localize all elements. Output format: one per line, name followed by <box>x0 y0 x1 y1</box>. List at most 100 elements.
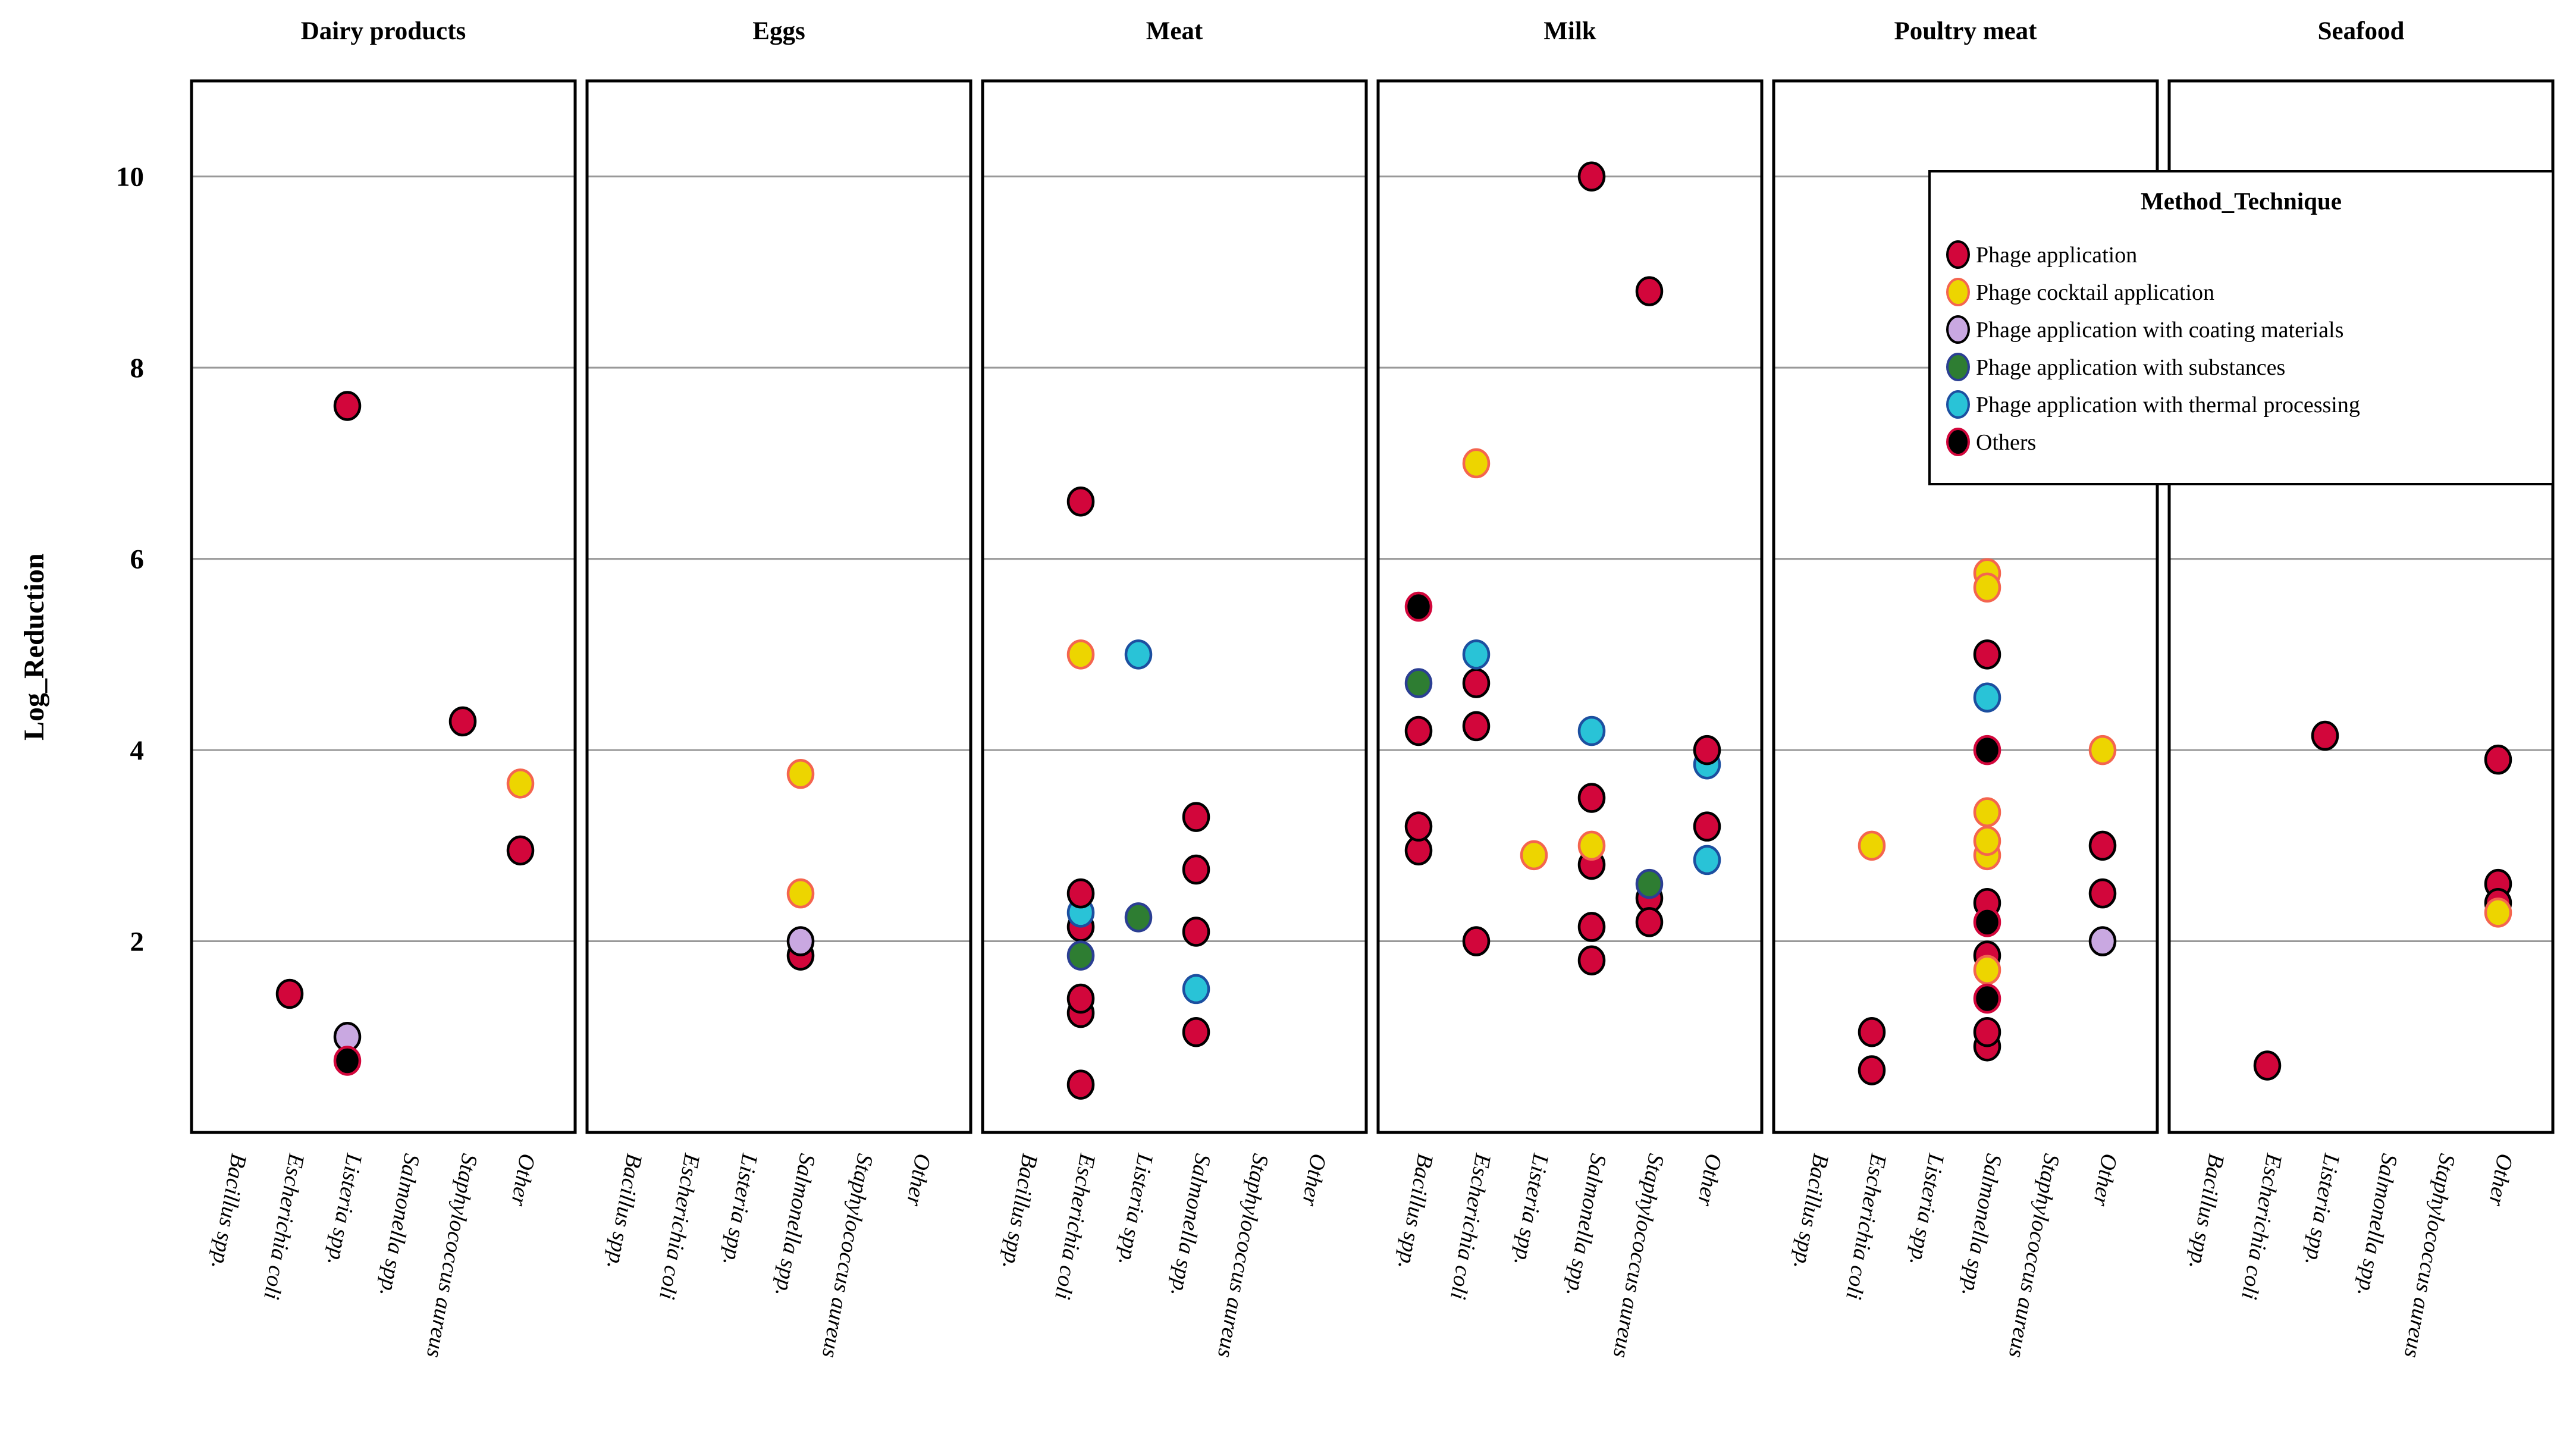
data-point <box>1635 907 1664 937</box>
data-point <box>1693 735 1721 765</box>
data-point <box>2088 735 2117 765</box>
data-point <box>333 1046 362 1076</box>
y-tick-label: 4 <box>130 735 145 766</box>
data-point <box>2088 878 2117 909</box>
data-point <box>1462 711 1491 742</box>
x-axis-label: Escherichia coli <box>1445 1151 1496 1301</box>
x-axis-label: Staphylococcus aureus <box>817 1151 878 1360</box>
data-point <box>1404 591 1433 622</box>
y-tick-label: 8 <box>130 353 145 384</box>
x-axis-label: Bacillus spp. <box>997 1151 1042 1271</box>
legend-marker <box>1946 278 1970 306</box>
data-point <box>1973 735 2001 765</box>
legend: Method_Technique Phage application Phage c… <box>1928 170 2554 485</box>
data-point <box>1182 974 1210 1005</box>
x-axis-label: Salmonella spp. <box>1166 1151 1216 1298</box>
data-point <box>1404 716 1433 746</box>
data-point <box>1577 830 1606 861</box>
legend-box <box>1928 170 2554 485</box>
data-point <box>1577 912 1606 942</box>
x-axis-label: Salmonella spp. <box>375 1151 425 1298</box>
data-point <box>1066 1069 1095 1100</box>
x-axis-label: Bacillus spp. <box>1789 1151 1833 1271</box>
data-point <box>2484 898 2512 928</box>
data-point <box>1858 1016 1886 1047</box>
data-point <box>1182 917 1210 947</box>
data-point <box>1066 983 1095 1014</box>
data-point <box>1182 854 1210 885</box>
panel-border <box>981 79 1368 1134</box>
data-point <box>1693 811 1721 842</box>
panel-title: Milk <box>1543 17 1596 45</box>
data-point <box>1182 1016 1210 1047</box>
panel-eggs: Eggs Bacillus spp. Escherichia coli Listeri… <box>585 17 972 1360</box>
x-axis-label: Salmonella spp. <box>1957 1151 2007 1298</box>
x-axis-label: Listeria spp. <box>1905 1151 1949 1267</box>
legend-marker <box>1946 428 1970 456</box>
x-axis-label: Staphylococcus aureus <box>1213 1151 1273 1360</box>
legend-item-label: Phage application with substances <box>1976 355 2285 380</box>
legend-item-label: Others <box>1976 430 2036 455</box>
data-point <box>1066 639 1095 670</box>
y-tick-label: 2 <box>130 927 145 958</box>
panel-milk: Milk Bacillus spp. Escherichia coli Listeri… <box>1376 17 1764 1360</box>
data-point <box>1577 783 1606 813</box>
panel-border <box>2167 79 2555 1134</box>
data-point <box>1462 926 1491 956</box>
x-axis-label: Salmonella spp. <box>2352 1151 2402 1298</box>
data-point <box>2253 1050 2282 1081</box>
x-axis-label: Other <box>506 1151 540 1208</box>
data-point <box>275 978 304 1009</box>
x-axis-label: Other <box>2088 1151 2122 1208</box>
x-axis-label: Listeria spp. <box>718 1151 763 1267</box>
data-point <box>1577 945 1606 975</box>
panel-meat: Meat Bacillus spp. Escherichia coli Listeri… <box>981 17 1368 1360</box>
x-axis-label: Staphylococcus aureus <box>2004 1151 2065 1360</box>
x-axis-label: Staphylococcus aureus <box>2399 1151 2460 1360</box>
legend-item-label: Phage cocktail application <box>1976 280 2214 305</box>
data-point <box>1973 907 2001 937</box>
x-axis-label: Listeria spp. <box>2300 1151 2345 1267</box>
data-point <box>2088 830 2117 861</box>
data-point <box>1973 572 2001 603</box>
data-point <box>1182 802 1210 832</box>
data-point <box>1858 830 1886 861</box>
data-point <box>1973 826 2001 856</box>
data-point <box>786 759 815 789</box>
data-point <box>1973 983 2001 1014</box>
panel-title: Eggs <box>752 17 805 45</box>
data-point <box>448 706 477 737</box>
data-point <box>1462 639 1491 670</box>
x-axis-label: Escherichia coli <box>2236 1151 2287 1301</box>
data-point <box>506 835 535 866</box>
x-axis-label: Bacillus spp. <box>602 1151 647 1271</box>
panel-dairy-products: Dairy products Bacillus spp. Escherichia c… <box>190 17 577 1360</box>
x-axis-label: Bacillus spp. <box>2184 1151 2229 1271</box>
data-point <box>1693 845 1721 876</box>
x-axis-label: Listeria spp. <box>1509 1151 1554 1267</box>
data-point <box>1973 955 2001 986</box>
x-axis-label: Escherichia coli <box>1050 1151 1100 1301</box>
data-point <box>1973 639 2001 670</box>
panel-title: Poultry meat <box>1894 17 2037 45</box>
data-point <box>1520 840 1548 871</box>
data-point <box>333 391 362 421</box>
x-axis-label: Bacillus spp. <box>1393 1151 1438 1271</box>
data-point <box>1858 1055 1886 1085</box>
x-axis-label: Listeria spp. <box>1113 1151 1158 1267</box>
data-point <box>1124 639 1153 670</box>
panel-border <box>1772 79 2159 1134</box>
data-point <box>1404 811 1433 842</box>
legend-marker <box>1946 390 1970 419</box>
x-axis-label: Other <box>1297 1151 1331 1208</box>
y-tick-label: 10 <box>116 162 144 193</box>
data-point <box>1462 448 1491 479</box>
data-point <box>1973 682 2001 713</box>
panel-border <box>585 79 972 1134</box>
x-axis-label: Escherichia coli <box>654 1151 705 1301</box>
data-point <box>506 768 535 799</box>
legend-marker <box>1946 315 1970 344</box>
panel-title: Meat <box>1146 17 1203 45</box>
